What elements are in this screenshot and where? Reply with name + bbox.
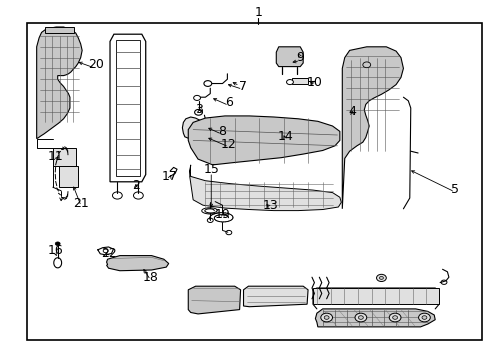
Circle shape (388, 313, 400, 322)
Circle shape (392, 316, 397, 319)
Circle shape (320, 313, 332, 322)
Polygon shape (189, 165, 341, 211)
Circle shape (286, 80, 293, 85)
Circle shape (418, 313, 429, 322)
Polygon shape (59, 166, 78, 187)
Polygon shape (188, 286, 240, 314)
Polygon shape (315, 309, 434, 327)
Polygon shape (182, 117, 207, 145)
Text: 1: 1 (254, 6, 262, 19)
Polygon shape (106, 256, 168, 271)
Text: 10: 10 (306, 76, 322, 89)
Polygon shape (45, 27, 74, 33)
Text: 3: 3 (195, 103, 203, 116)
Polygon shape (312, 288, 438, 304)
Text: 2: 2 (132, 179, 140, 192)
Text: 14: 14 (277, 130, 293, 143)
Circle shape (358, 316, 363, 319)
Bar (27, 23, 481, 340)
Circle shape (354, 313, 366, 322)
Polygon shape (276, 47, 303, 67)
Text: 21: 21 (73, 197, 89, 210)
Text: 16: 16 (47, 244, 63, 257)
Text: 19: 19 (215, 208, 230, 221)
Circle shape (203, 81, 211, 86)
Circle shape (193, 95, 200, 100)
Text: 8: 8 (218, 125, 225, 138)
Polygon shape (37, 27, 82, 139)
Text: 9: 9 (296, 51, 304, 64)
Polygon shape (243, 286, 307, 307)
Text: 15: 15 (203, 163, 219, 176)
Polygon shape (342, 47, 403, 209)
Circle shape (55, 242, 60, 246)
Text: 18: 18 (142, 271, 158, 284)
Circle shape (103, 249, 108, 253)
Text: 11: 11 (47, 150, 63, 163)
Polygon shape (110, 34, 145, 182)
Polygon shape (188, 116, 339, 165)
Circle shape (362, 62, 370, 68)
Polygon shape (53, 148, 76, 166)
Circle shape (421, 316, 426, 319)
Circle shape (379, 276, 383, 279)
Polygon shape (116, 40, 140, 176)
Text: 6: 6 (224, 96, 232, 109)
Text: 4: 4 (347, 105, 355, 118)
Text: 13: 13 (263, 199, 278, 212)
Text: 17: 17 (161, 170, 177, 183)
Text: 20: 20 (88, 58, 103, 71)
Text: 12: 12 (221, 138, 236, 150)
Text: 5: 5 (450, 183, 458, 195)
Polygon shape (292, 78, 307, 84)
Text: 7: 7 (238, 80, 246, 93)
Text: 22: 22 (101, 247, 116, 260)
Circle shape (376, 274, 386, 282)
Circle shape (324, 316, 328, 319)
